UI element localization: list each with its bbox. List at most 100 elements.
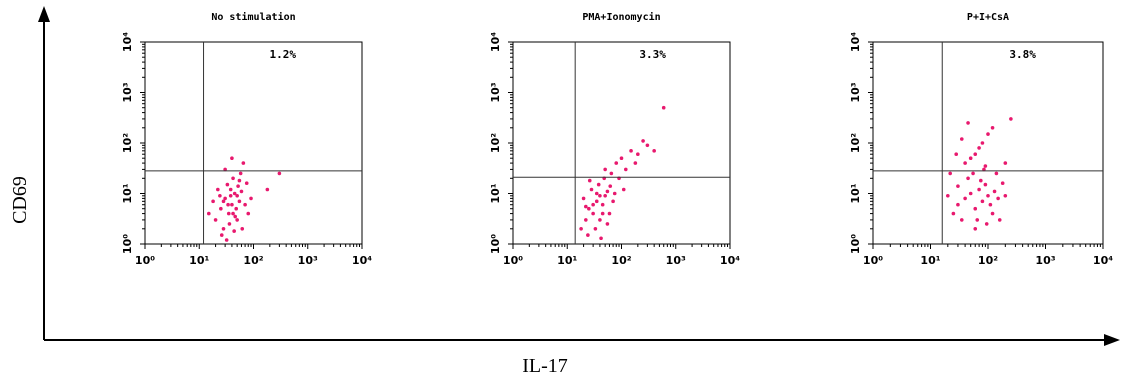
dot <box>990 125 995 130</box>
dot <box>589 187 594 192</box>
x-tick-label: 10³ <box>666 254 686 267</box>
dot <box>968 191 973 196</box>
y-tick-label: 10³ <box>489 82 502 102</box>
x-tick-label: 10¹ <box>189 254 209 267</box>
dot <box>231 176 235 181</box>
dot <box>1003 194 1008 198</box>
y-tick-label: 10³ <box>849 82 862 102</box>
dot <box>228 187 233 192</box>
y-tick-label: 10⁰ <box>849 234 862 254</box>
dot <box>238 171 243 176</box>
dot <box>966 176 970 181</box>
y-tick-label: 10¹ <box>121 183 134 203</box>
dot <box>277 171 282 176</box>
dot <box>951 211 956 216</box>
dot <box>581 196 586 201</box>
dot <box>249 196 253 201</box>
dot <box>611 199 615 204</box>
dot <box>219 206 223 211</box>
dot <box>956 184 960 188</box>
arrow-head <box>1104 334 1120 346</box>
dot <box>986 132 990 136</box>
dot <box>614 161 619 165</box>
y-tick-label: 10¹ <box>849 183 862 203</box>
dot <box>221 199 226 204</box>
dot <box>973 226 978 231</box>
dot <box>599 236 603 241</box>
dot <box>586 233 590 237</box>
x-tick-label: 10³ <box>1035 254 1055 267</box>
plot-frame <box>872 41 1104 245</box>
y-label: CD69 <box>9 176 31 224</box>
dot <box>959 137 964 141</box>
dot <box>594 199 599 204</box>
dot <box>973 152 978 157</box>
plot-frame <box>512 41 731 245</box>
dot <box>243 202 247 207</box>
dot <box>236 184 240 188</box>
dot <box>235 194 239 198</box>
x-tick-label: 10⁰ <box>135 254 155 267</box>
dot <box>234 206 239 211</box>
dot <box>237 178 242 183</box>
dot <box>621 187 626 192</box>
arrow-head <box>38 6 50 22</box>
x-tick-label: 10² <box>611 254 631 267</box>
dot <box>977 146 981 150</box>
dot <box>954 152 959 157</box>
dot <box>240 226 245 231</box>
dot <box>629 149 633 153</box>
dot <box>587 178 592 183</box>
dot <box>982 167 986 172</box>
dot <box>641 139 645 143</box>
dot <box>207 211 211 216</box>
annotation: 3.3% <box>639 48 666 61</box>
dot <box>598 218 602 222</box>
dot <box>975 218 980 222</box>
dot <box>946 194 950 198</box>
dot <box>984 222 989 226</box>
dot <box>1003 161 1008 165</box>
dot <box>986 194 990 198</box>
dot <box>223 167 227 172</box>
dot <box>211 199 215 204</box>
dot <box>584 218 588 222</box>
y-tick-label: 10⁴ <box>489 32 502 52</box>
dot <box>609 171 614 176</box>
dot <box>232 191 237 196</box>
dot <box>633 161 638 165</box>
dot <box>959 218 964 222</box>
panel-title: PMA+Ionomycin <box>582 11 660 23</box>
dot <box>612 191 617 196</box>
dot <box>224 238 229 242</box>
x-tick-label: 10⁰ <box>503 254 523 267</box>
dot <box>997 218 1002 222</box>
panel-title: No stimulation <box>211 11 295 23</box>
dot <box>996 196 1000 201</box>
panel-title: P+I+CsA <box>967 12 1009 23</box>
dot <box>221 226 226 231</box>
dot <box>227 222 232 226</box>
dot <box>226 202 230 207</box>
y-tick-label: 10¹ <box>489 183 502 203</box>
dot <box>584 204 588 209</box>
dot <box>600 202 605 207</box>
y-tick-label: 10⁰ <box>121 234 134 254</box>
dot <box>956 202 960 207</box>
dot <box>983 164 988 168</box>
dot <box>979 178 983 183</box>
dot <box>593 226 598 231</box>
x-tick-label: 10² <box>978 254 998 267</box>
y-tick-label: 10³ <box>121 82 134 102</box>
dot <box>963 196 967 201</box>
x-tick-label: 10² <box>243 254 263 267</box>
dot <box>219 233 224 237</box>
dot <box>598 194 602 198</box>
dot <box>1009 117 1013 121</box>
y-tick-label: 10² <box>489 133 502 153</box>
dot <box>990 211 995 216</box>
dot <box>992 189 997 194</box>
annotation: 3.8% <box>1009 48 1036 61</box>
dot <box>237 199 242 204</box>
